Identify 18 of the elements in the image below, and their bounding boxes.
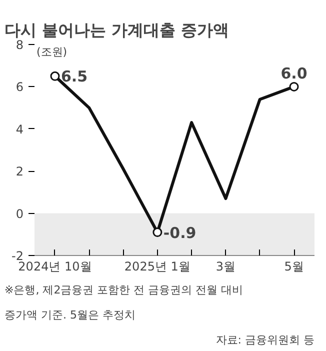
text: ※은행, 제2금융권 포함한 전 금융권의 전월 대비 증가액 기준. 5월은 추정치 bbox=[4, 284, 244, 322]
y-tick-label: 2 bbox=[16, 164, 24, 179]
x-tick-label: 2025년 1월 bbox=[124, 260, 190, 274]
y-tick-label: 6 bbox=[16, 80, 24, 94]
chart-title: 다시 불어나는 가계대출 증가액 bbox=[4, 20, 230, 40]
y-tick-label: 0 bbox=[16, 206, 24, 221]
y-tick-label: 4 bbox=[16, 122, 24, 136]
data-label: 6.0 bbox=[280, 64, 308, 83]
data-label: 6.5 bbox=[60, 68, 88, 86]
x-tick-label: 3월 bbox=[216, 260, 236, 274]
point bbox=[289, 82, 299, 92]
x-tick-label: 5월 bbox=[284, 260, 304, 274]
y-tick-label: 8 bbox=[16, 38, 24, 52]
text: 자료: 금융위원회 등 bbox=[216, 334, 315, 346]
point bbox=[50, 71, 60, 81]
y-axis-title: (조원) bbox=[36, 46, 68, 58]
data-label: -0.9 bbox=[163, 224, 196, 242]
point bbox=[152, 228, 162, 238]
